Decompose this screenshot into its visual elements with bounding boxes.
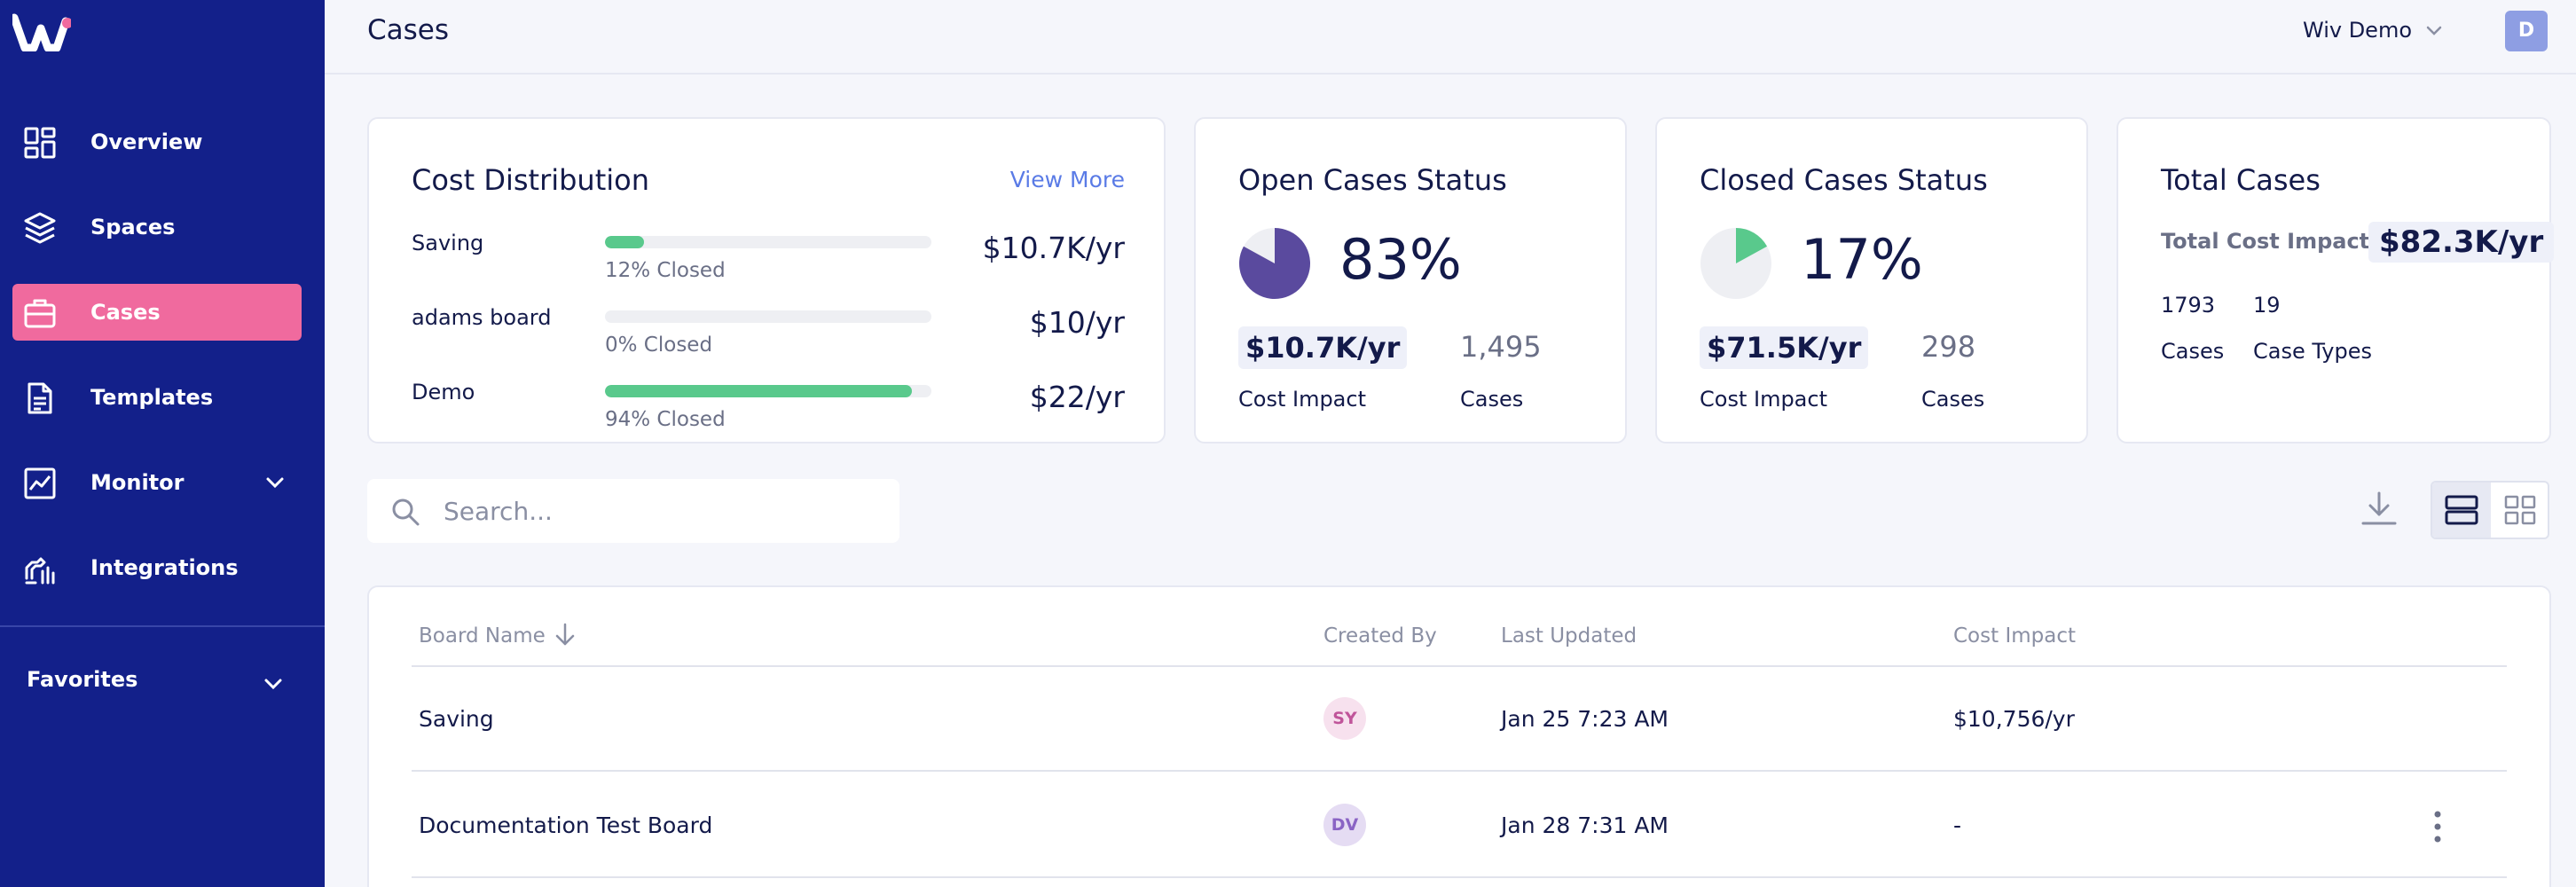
closed-cases-card: Closed Cases Status 17% $71.5K/yr 298 Co… (1655, 117, 2088, 444)
closed-percent-label: 0% Closed (605, 334, 713, 357)
total-cases-card: Total Cases Total Cost Impact $82.3K/yr … (2117, 117, 2555, 444)
progress-bar (605, 310, 931, 323)
top-header: Cases Wiv Demo D (325, 0, 2576, 75)
cases-label: Cases (1460, 387, 1524, 412)
open-percent: 83% (1339, 227, 1462, 292)
open-cases-pie (1239, 228, 1311, 299)
view-toggle (2431, 481, 2549, 539)
sidebar-item-monitor[interactable]: Monitor (12, 454, 302, 511)
sidebar-divider (0, 625, 325, 627)
sidebar: Overview Spaces Cases Templates Monitor (0, 0, 325, 887)
case-types-count: 19 (2253, 293, 2281, 318)
cost-impact-value: $71.5K/yr (1700, 326, 1869, 369)
last-updated-cell: Jan 25 7:23 AM (1501, 706, 1669, 732)
card-title: Total Cases (2161, 163, 2321, 197)
case-types-label: Case Types (2253, 339, 2372, 364)
closed-percent-label: 94% Closed (605, 408, 726, 431)
last-updated-cell: Jan 28 7:31 AM (1501, 812, 1669, 838)
chevron-down-icon[interactable] (263, 470, 287, 495)
pie-slice (1239, 228, 1311, 299)
card-title: Closed Cases Status (1700, 163, 1988, 197)
boards-table: Board Name Created By Last Updated Cost … (367, 585, 2551, 887)
progress-bar (605, 236, 931, 248)
chevron-down-icon[interactable] (261, 671, 286, 696)
view-more-link[interactable]: View More (1009, 167, 1125, 192)
row-divider (412, 876, 2507, 878)
search-input[interactable] (444, 491, 878, 530)
search-box (367, 479, 899, 543)
creator-avatar: DV (1323, 804, 1366, 846)
grid-view-button[interactable] (2491, 483, 2548, 538)
avatar[interactable]: D (2505, 11, 2548, 51)
row-divider (412, 770, 2507, 772)
closed-percent-label: 12% Closed (605, 259, 726, 282)
cost-row-value: $10/yr (1029, 305, 1125, 340)
app-logo[interactable] (12, 12, 71, 51)
sidebar-item-templates[interactable]: Templates (12, 369, 302, 426)
column-header-board-name[interactable]: Board Name (419, 624, 546, 648)
cost-impact-value: $10.7K/yr (1238, 326, 1408, 369)
total-cost-impact-label: Total Cost Impact (2161, 229, 2370, 254)
pie-slice (1736, 228, 1768, 263)
creator-avatar: SY (1323, 697, 1366, 740)
card-title: Open Cases Status (1238, 163, 1507, 197)
progress-fill (605, 236, 645, 248)
page-title: Cases (367, 14, 450, 46)
cost-impact-cell: - (1953, 812, 1962, 838)
search-icon (392, 498, 420, 526)
sidebar-item-spaces[interactable]: Spaces (12, 199, 302, 255)
cost-row-name: adams board (412, 305, 552, 330)
favorites-label[interactable]: Favorites (27, 667, 138, 692)
closed-percent: 17% (1801, 227, 1923, 292)
column-header-created-by[interactable]: Created By (1323, 624, 1437, 648)
account-selector[interactable]: Wiv Demo (2303, 18, 2413, 43)
cost-row-name: Demo (412, 380, 475, 404)
document-icon (27, 382, 52, 414)
cost-row-name: Saving (412, 231, 484, 255)
sidebar-item-overview[interactable]: Overview (12, 114, 302, 170)
list-view-icon (2445, 495, 2478, 525)
chevron-down-icon[interactable] (2423, 20, 2445, 41)
more-options-icon[interactable] (2429, 809, 2446, 844)
cost-impact-label: Cost Impact (1238, 387, 1366, 412)
card-title: Cost Distribution (412, 163, 649, 197)
closed-cases-pie (1700, 228, 1771, 299)
total-cost-impact-value: $82.3K/yr (2368, 222, 2555, 263)
cases-label: Cases (1921, 387, 1985, 412)
open-cases-card: Open Cases Status 83% $10.7K/yr 1,495 Co… (1194, 117, 1627, 444)
column-header-cost-impact[interactable]: Cost Impact (1953, 624, 2076, 648)
chart-line-icon (24, 467, 56, 499)
header-divider (412, 665, 2507, 667)
sidebar-item-label: Overview (90, 130, 203, 154)
progress-fill (605, 385, 912, 397)
sidebar-item-label: Integrations (90, 555, 239, 580)
board-name-cell[interactable]: Documentation Test Board (419, 812, 713, 838)
progress-bar (605, 385, 931, 397)
grid-view-icon (2504, 495, 2536, 525)
sidebar-item-label: Cases (90, 300, 161, 325)
layers-icon (24, 212, 56, 244)
cost-distribution-card: Cost Distribution View More Saving 12% C… (367, 117, 1166, 444)
total-cases-count: 1793 (2161, 293, 2216, 318)
sidebar-item-label: Templates (90, 385, 214, 410)
cost-impact-label: Cost Impact (1700, 387, 1827, 412)
cost-row-value: $10.7K/yr (982, 231, 1125, 265)
board-name-cell[interactable]: Saving (419, 706, 494, 732)
briefcase-icon (24, 299, 56, 328)
cases-label: Cases (2161, 339, 2225, 364)
sidebar-item-label: Monitor (90, 470, 185, 495)
column-header-last-updated[interactable]: Last Updated (1501, 624, 1637, 648)
list-view-button[interactable] (2432, 483, 2491, 538)
cost-impact-cell: $10,756/yr (1953, 706, 2075, 732)
cases-count: 298 (1921, 330, 1976, 364)
cost-row-value: $22/yr (1029, 380, 1125, 414)
sidebar-item-label: Spaces (90, 215, 176, 239)
sort-arrow-down-icon[interactable] (552, 621, 578, 648)
sidebar-item-cases[interactable]: Cases (12, 284, 302, 341)
dashboard-icon (24, 127, 56, 159)
sidebar-item-integrations[interactable]: Integrations (12, 539, 302, 596)
integrations-icon (25, 557, 55, 585)
download-icon[interactable] (2360, 490, 2399, 529)
cases-count: 1,495 (1460, 330, 1542, 364)
